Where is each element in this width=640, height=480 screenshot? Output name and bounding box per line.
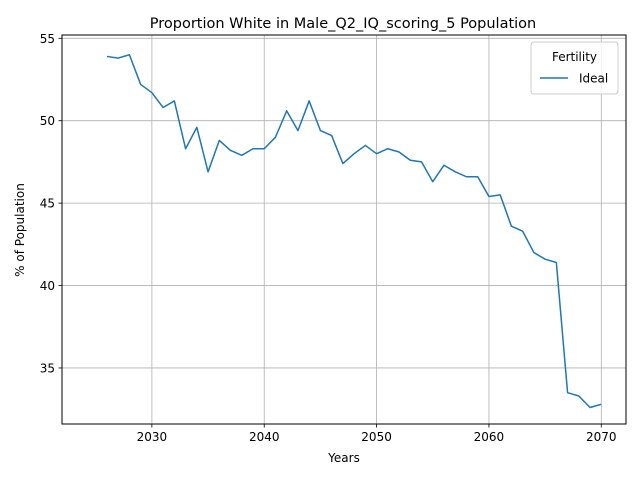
legend-label-ideal: Ideal bbox=[579, 72, 608, 86]
x-tick-label: 2030 bbox=[137, 430, 168, 444]
y-axis-label: % of Population bbox=[13, 183, 27, 277]
y-tick-label: 50 bbox=[40, 114, 55, 128]
grid-lines bbox=[62, 35, 626, 424]
plot-frame bbox=[61, 34, 627, 425]
y-tick-label: 35 bbox=[40, 361, 55, 375]
y-tick-label: 40 bbox=[40, 279, 55, 293]
legend-title: Fertility bbox=[552, 50, 597, 64]
x-tick-label: 2070 bbox=[586, 430, 617, 444]
chart-title: Proportion White in Male_Q2_IQ_scoring_5… bbox=[150, 16, 537, 32]
x-tick-label: 2040 bbox=[249, 430, 280, 444]
series-line-ideal bbox=[106, 54, 602, 409]
legend-box bbox=[530, 41, 619, 95]
y-tick-label: 45 bbox=[40, 197, 55, 211]
x-axis-label: Years bbox=[327, 451, 360, 465]
series-layer bbox=[106, 54, 602, 409]
x-tick-label: 2050 bbox=[361, 430, 392, 444]
x-tick-label: 2060 bbox=[474, 430, 505, 444]
y-tick-label: 55 bbox=[40, 32, 55, 46]
legend: Fertility Ideal bbox=[530, 41, 619, 95]
axis-ticks: 2030 2040 2050 2060 2070 35 40 45 50 55 bbox=[40, 32, 617, 444]
